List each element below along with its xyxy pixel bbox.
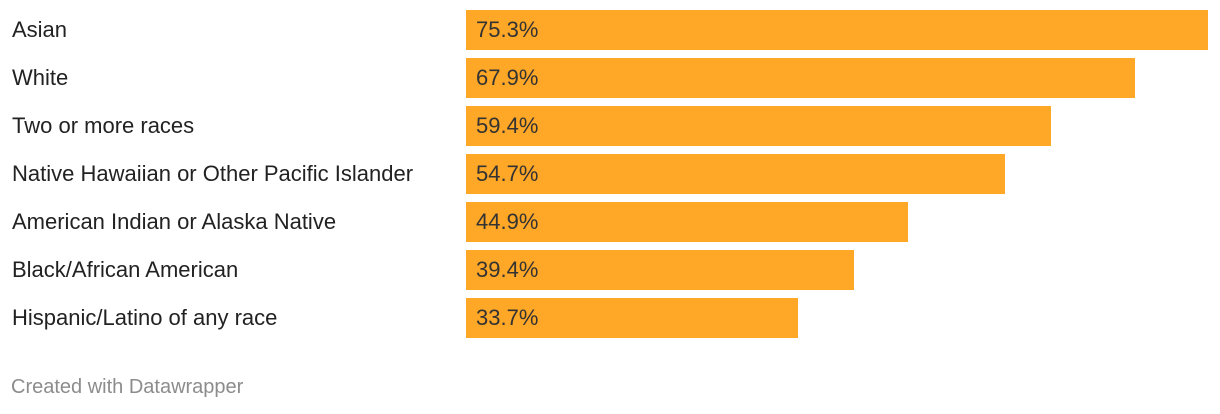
bar-row: White 67.9% [0, 58, 1220, 98]
category-label: Black/African American [12, 257, 239, 282]
credit-text: Created with Datawrapper [11, 376, 244, 398]
bar-row: Two or more races 59.4% [0, 106, 1220, 146]
bar [466, 106, 1051, 146]
bar [466, 202, 908, 242]
category-label: White [12, 65, 69, 90]
bar-row: American Indian or Alaska Native 44.9% [0, 202, 1220, 242]
bar-row: Hispanic/Latino of any race 33.7% [0, 298, 1220, 338]
bar [466, 250, 854, 290]
value-label: 39.4% [476, 257, 539, 282]
bar [466, 58, 1135, 98]
category-label: Hispanic/Latino of any race [12, 305, 278, 330]
bar [466, 298, 798, 338]
category-label: Two or more races [12, 113, 195, 138]
value-label: 44.9% [476, 209, 539, 234]
category-label: Native Hawaiian or Other Pacific Islande… [12, 161, 414, 186]
value-label: 33.7% [476, 305, 539, 330]
bar-row: Asian 75.3% [0, 10, 1220, 50]
value-label: 75.3% [476, 17, 539, 42]
bar-row: Native Hawaiian or Other Pacific Islande… [0, 154, 1220, 194]
bar [466, 10, 1208, 50]
bar [466, 154, 1005, 194]
category-label: Asian [12, 17, 68, 42]
bar-row: Black/African American 39.4% [0, 250, 1220, 290]
category-label: American Indian or Alaska Native [12, 209, 337, 234]
value-label: 54.7% [476, 161, 539, 186]
value-label: 67.9% [476, 65, 539, 90]
value-label: 59.4% [476, 113, 539, 138]
bar-chart: Asian 75.3% White 67.9% Two or more races 59.… [0, 10, 1220, 338]
